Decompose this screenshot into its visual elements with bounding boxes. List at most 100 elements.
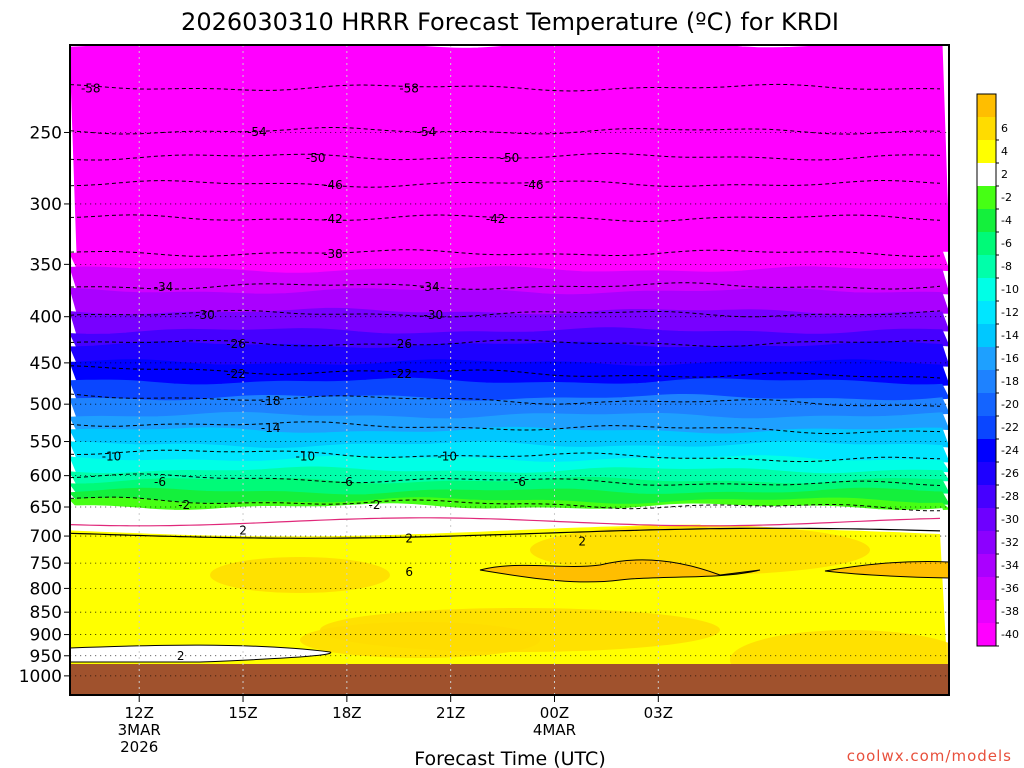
isotherm-contour bbox=[70, 309, 941, 318]
legend-swatch bbox=[977, 94, 996, 117]
legend-label: -28 bbox=[1001, 490, 1019, 503]
legend-swatch bbox=[977, 393, 996, 416]
legend-swatch bbox=[977, 163, 996, 186]
isotherm-label: -10 bbox=[296, 450, 316, 464]
chart-title: 2026030310 HRRR Forecast Temperature (ºC… bbox=[181, 8, 839, 36]
isotherm-label: -46 bbox=[524, 178, 544, 192]
y-tick-label: 850 bbox=[30, 603, 62, 623]
y-tick-label: 550 bbox=[30, 433, 62, 453]
isotherm-contour bbox=[70, 365, 941, 379]
credit-text: coolwx.com/models bbox=[847, 747, 1012, 765]
legend-swatch bbox=[977, 324, 996, 347]
legend-swatch bbox=[977, 600, 996, 623]
surface-ground bbox=[70, 664, 949, 695]
isotherm-label: -58 bbox=[399, 82, 419, 96]
isotherm-label: -14 bbox=[261, 421, 281, 435]
legend-label: -22 bbox=[1001, 421, 1019, 434]
isotherm-label: -50 bbox=[306, 151, 326, 165]
plot-area: -58 -58 -54 -54 -50 -50 -46 -46 -42 -42 -38 -34 -34 -… bbox=[70, 45, 949, 695]
plot-frame bbox=[69, 44, 950, 696]
isotherm-label: -42 bbox=[486, 212, 506, 226]
isotherm-contour bbox=[70, 249, 941, 257]
cool-pocket bbox=[70, 644, 332, 663]
isotherm-label: -30 bbox=[195, 308, 215, 322]
legend-swatch bbox=[977, 439, 996, 462]
isotherm-label: -6 bbox=[514, 475, 526, 489]
color-legend: 6 4 2 -2 -4 -6 -8 -10 -12 -14 -16 -18 -20 -22 -24 -26 -2… bbox=[976, 93, 1019, 647]
legend-label: -8 bbox=[1001, 260, 1012, 273]
legend-swatch bbox=[977, 209, 996, 232]
legend-label: -14 bbox=[1001, 329, 1019, 342]
warm-patch bbox=[300, 622, 540, 658]
legend-swatch bbox=[977, 623, 996, 646]
isotherm-label: -18 bbox=[261, 394, 281, 408]
isotherm-contour bbox=[70, 496, 940, 512]
isotherm-label: -6 bbox=[154, 475, 166, 489]
y-tick-label: 600 bbox=[30, 467, 62, 487]
y-tick-label: 900 bbox=[30, 626, 62, 646]
legend-label: -18 bbox=[1001, 375, 1019, 388]
legend-swatch bbox=[977, 577, 996, 600]
isotherm-label: -30 bbox=[424, 308, 444, 322]
y-tick-label: 400 bbox=[30, 308, 62, 328]
isotherm-contour bbox=[70, 449, 941, 463]
isotherm-contour bbox=[70, 473, 941, 486]
legend-label: 6 bbox=[1001, 122, 1008, 135]
y-tick-label: 700 bbox=[30, 527, 62, 547]
legend-label: -26 bbox=[1001, 467, 1019, 480]
y-axis: 250 300 350 400 450 500 550 600 650 700 750 800 850 9… bbox=[19, 123, 70, 687]
legend-swatch bbox=[977, 140, 996, 163]
legend-swatch bbox=[977, 347, 996, 370]
y-tick-label: 750 bbox=[30, 554, 62, 574]
freezing-line bbox=[70, 517, 941, 527]
isotherm-contour bbox=[70, 179, 941, 188]
isotherm-label: 2 bbox=[177, 649, 185, 663]
legend-swatch bbox=[977, 232, 996, 255]
y-tick-label: 450 bbox=[30, 354, 62, 374]
isotherm-contour bbox=[70, 421, 941, 435]
isotherm-label: -22 bbox=[226, 367, 246, 381]
isotherm-contour bbox=[70, 214, 941, 222]
isotherm-label: 2 bbox=[405, 532, 413, 546]
y-tick-label: 950 bbox=[30, 647, 62, 667]
legend-swatch bbox=[977, 416, 996, 439]
x-tick-label: 18Z bbox=[332, 704, 361, 722]
isotherm-label: -22 bbox=[392, 367, 412, 381]
isotherm-label: -34 bbox=[154, 280, 174, 294]
x-tick-label: 00Z bbox=[540, 704, 569, 722]
isotherm-label: -26 bbox=[392, 337, 412, 351]
isotherm-contour bbox=[70, 393, 941, 407]
legend-label: 2 bbox=[1001, 168, 1008, 181]
legend-label: 4 bbox=[1001, 145, 1008, 158]
x-tick-label: 4MAR bbox=[533, 721, 576, 739]
isotherm-label: -10 bbox=[102, 450, 122, 464]
surface-rect bbox=[70, 664, 949, 695]
x-tick-label: 2026 bbox=[120, 738, 158, 756]
isotherm-lines bbox=[70, 83, 941, 539]
legend-label: -12 bbox=[1001, 306, 1019, 319]
isotherm-labels: -58 -58 -54 -54 -50 -50 -46 -46 -42 -42 -38 -34 -34 -… bbox=[81, 82, 586, 663]
isotherm-label: -2 bbox=[369, 498, 381, 512]
y-tick-label: 250 bbox=[30, 123, 62, 143]
legend-swatch bbox=[977, 301, 996, 324]
y-tick-label: 800 bbox=[30, 579, 62, 599]
legend-label: -32 bbox=[1001, 536, 1019, 549]
isotherm-contour bbox=[70, 83, 941, 92]
y-tick-label: 650 bbox=[30, 498, 62, 518]
isotherm-label: 6 bbox=[405, 565, 413, 579]
legend-swatch bbox=[977, 370, 996, 393]
x-tick-label: 12Z bbox=[125, 704, 154, 722]
isotherm-label: -38 bbox=[323, 247, 343, 261]
isotherm-contour bbox=[70, 152, 941, 161]
grid-lines bbox=[70, 45, 949, 695]
isotherm-contour-2c bbox=[70, 527, 941, 539]
isotherm-label: -2 bbox=[178, 498, 190, 512]
x-tick-label: 21Z bbox=[436, 704, 465, 722]
legend-swatch bbox=[977, 186, 996, 209]
isotherm-contour bbox=[70, 339, 941, 348]
y-tick-label: 300 bbox=[30, 195, 62, 215]
legend-label: -2 bbox=[1001, 191, 1012, 204]
legend-swatch bbox=[977, 485, 996, 508]
